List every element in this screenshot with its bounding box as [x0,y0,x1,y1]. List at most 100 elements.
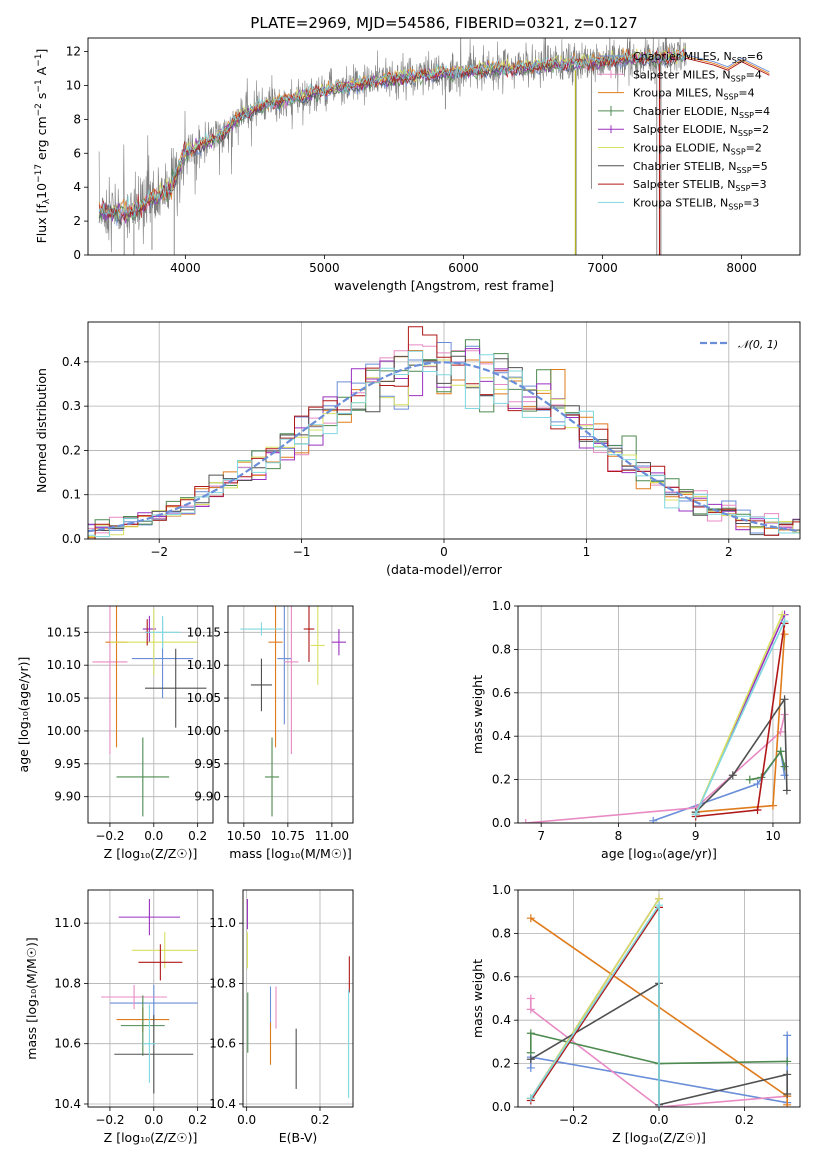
y-tick-label: 9.90 [194,790,221,804]
series-marker [526,1029,535,1038]
series-marker [526,1063,535,1072]
y-tick-label: 10.10 [47,658,81,672]
errorbar-chabrier-miles [277,606,292,725]
y-axis-label-part: −2 [34,103,44,116]
legend-label: Kroupa ELODIE, NSSP=2 [633,142,762,157]
y-tick-label: 6 [73,146,81,160]
y-tick-label: 0.0 [492,1100,511,1114]
legend-label: Chabrier STELIB, NSSP=5 [633,160,768,175]
series-marker [778,610,787,619]
x-tick-label: 8 [615,829,623,843]
y-tick-label: 0.8 [492,926,511,940]
series-marker [526,994,535,1003]
x-tick-label: 6000 [448,261,479,275]
x-tick-label: 9 [692,829,700,843]
legend-text: Kroupa MILES, N [633,87,723,100]
plot-area-spectrum [98,38,770,255]
panel-weight-vs-age: 7 8 9 10 0.0 0.2 0.4 0.6 0.8 1.0 age [log₁₀(age/yr… [470,599,801,861]
y-axis-label-part: −1 [34,79,44,92]
legend-suffix: =2 [753,123,769,136]
series-line [525,714,786,823]
y-tick-label: 10.4 [54,1097,81,1111]
series-line [695,696,788,813]
series-marker [783,1100,792,1107]
legend-text: Salpeter ELODIE, N [633,123,738,136]
legend-text: Salpeter MILES, N [633,68,731,81]
legend-text: Chabrier MILES, N [633,50,732,63]
axes-frame [242,889,354,1108]
y-tick-label: 0.2 [492,1057,511,1071]
y-tick-label: 10.8 [209,976,236,990]
plot-area-age-vs-mass [228,606,353,823]
x-tick-label: 1 [583,545,591,559]
errorbar-kroupa-elodie [109,609,198,676]
legend-subscript: SSP [731,74,746,83]
legend-label: Kroupa MILES, NSSP=4 [633,87,755,102]
y-tick-label: 10.8 [54,976,81,990]
legend-subscript: SSP [739,111,754,120]
series-marker [649,816,658,823]
legend-subscript: SSP [732,56,747,65]
y-tick-label: 0.1 [62,488,81,502]
panel-spectrum: 4000 5000 6000 7000 8000 0 2 4 6 8 10 12 wavelength … [34,14,801,293]
x-tick-label: −0.2 [95,1113,124,1127]
legend-label: Salpeter ELODIE, NSSP=2 [633,123,769,138]
y-tick-label: 0.2 [492,773,511,787]
normal-curve [88,361,800,533]
x-axis-label: Z [log₁₀(Z/Z☉)] [104,1130,198,1145]
legend-subscript: SSP [728,202,743,211]
y-tick-label: 0.4 [492,1013,511,1027]
panel-age-vs-mass: 10.50 10.75 11.00 9.90 9.95 10.00 10.05 10.10 10… [187,605,354,861]
x-tick-label: 0.2 [188,1113,207,1127]
x-tick-label: 0.2 [188,829,207,843]
series-marker [783,1031,792,1040]
series-line [694,620,786,815]
y-tick-label: 11.0 [209,916,236,930]
y-tick-label: 9.90 [54,790,81,804]
legend-suffix: =3 [750,178,766,191]
y-tick-label: 10.6 [209,1037,236,1051]
errorbar-chabrier-elodie [120,995,165,1056]
series-salpeter-miles [521,710,789,823]
y-tick-label: 8 [73,112,81,126]
legend-text: Kroupa ELODIE, N [633,142,731,155]
series-line [530,998,788,1107]
legend-subscript: SSP [737,166,752,175]
axes-frame [87,605,214,824]
x-tick-label: 10.75 [271,829,305,843]
series-marker [768,801,777,810]
axes-frame [227,605,354,824]
legend-label: Salpeter MILES, NSSP=4 [633,68,762,83]
y-tick-label: 11.0 [54,916,81,930]
x-tick-label: 0.2 [735,1113,754,1127]
series-marker [782,786,791,795]
errorbar-salpeter-stelib [303,606,315,662]
panel-mass-vs-Z: −0.2 0.0 0.2 10.4 10.6 10.8 11.0 Z [log₁₀(Z/Z☉)… [24,889,214,1145]
series-marker [753,805,762,814]
y-axis-label-part: erg cm [34,116,49,164]
y-axis-label-part: 10 [34,183,49,199]
legend-entry: Kroupa STELIB, NSSP=3 [598,196,759,211]
series-marker [780,762,789,771]
y-tick-label: 1.0 [492,883,511,897]
histogram-chabrier-stelib [88,355,800,536]
legend-label: Chabrier MILES, NSSP=6 [633,50,763,65]
chart-title: PLATE=2969, MJD=54586, FIBERID=0321, z=0… [250,14,637,32]
x-tick-label: 0.0 [144,1113,163,1127]
errorbar-chabrier-stelib [114,1015,194,1094]
panel-residuals: −2 −1 0 1 2 0.0 0.1 0.2 0.3 0.4 (data-model)/error… [34,321,801,577]
plot-area-weight-vs-age [518,606,800,823]
x-tick-label: 0.0 [144,829,163,843]
x-tick-label: 0.0 [237,1113,256,1127]
y-tick-label: 10.00 [187,724,221,738]
errorbar-kroupa-stelib [145,615,181,649]
histogram-kroupa-elodie [88,359,800,537]
y-axis-label-part: −17 [34,164,44,183]
errorbar-kroupa-stelib [142,1004,156,1083]
legend-entry: Chabrier ELODIE, NSSP=4 [598,105,770,120]
y-tick-label: 1.0 [492,599,511,613]
histogram-chabrier-miles [88,342,800,534]
x-tick-label: 8000 [726,261,757,275]
